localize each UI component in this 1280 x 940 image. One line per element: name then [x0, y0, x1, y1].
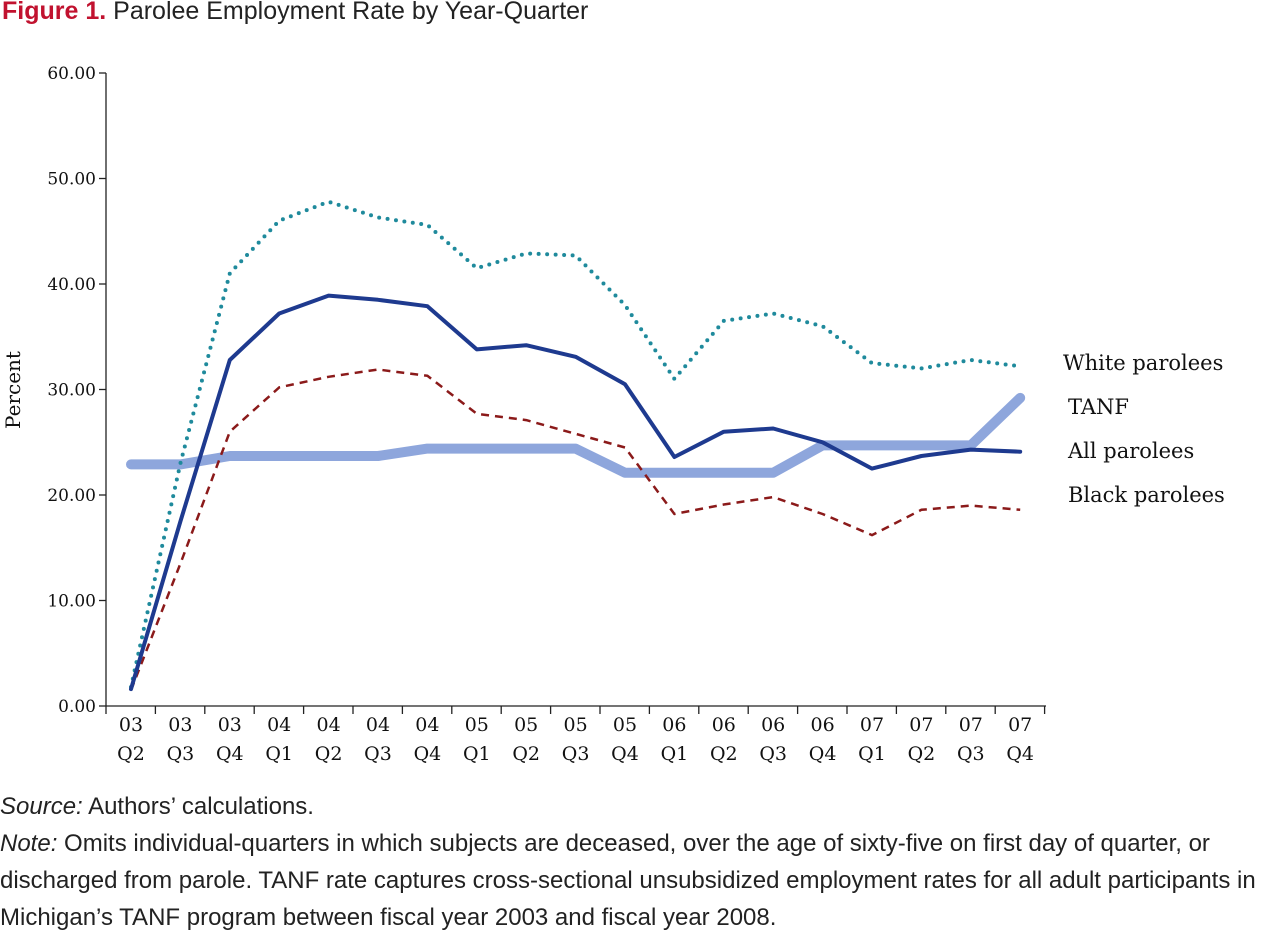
x-tick-label-year: 04 [267, 714, 291, 736]
source-note: Source: Authors’ calculations. [0, 788, 1280, 825]
x-tick-label-quarter: Q1 [265, 743, 293, 765]
note-text: Omits individual-quarters in which subje… [0, 830, 1256, 931]
figure-notes: Source: Authors’ calculations. Note: Omi… [0, 788, 1280, 936]
x-tick-label-year: 03 [119, 714, 143, 736]
x-tick-label-year: 05 [465, 714, 489, 736]
x-tick-label-year: 05 [514, 714, 538, 736]
x-tick-label-quarter: Q3 [364, 743, 392, 765]
x-tick-label-year: 03 [168, 714, 192, 736]
x-tick-label-year: 06 [761, 714, 785, 736]
x-tick-label-quarter: Q2 [512, 743, 540, 765]
x-tick-label-year: 07 [909, 714, 933, 736]
x-tick-label-year: 05 [613, 714, 637, 736]
legend-label-tanf: TANF [1068, 395, 1129, 419]
x-tick-label-quarter: Q4 [611, 743, 639, 765]
legend-label-black-parolees: Black parolees [1068, 483, 1225, 507]
y-tick-label: 50.00 [47, 170, 96, 190]
y-tick-label: 10.00 [47, 592, 96, 612]
series-line-white-parolees [129, 199, 1023, 689]
series-lines [126, 199, 1026, 692]
x-tick-label-quarter: Q3 [167, 743, 195, 765]
x-tick-label-year: 07 [959, 714, 983, 736]
y-tick-label: 60.00 [47, 64, 96, 84]
figure-title: Figure 1. Parolee Employment Rate by Yea… [2, 0, 588, 26]
source-text: Authors’ calculations. [82, 793, 314, 820]
x-tick-label-quarter: Q4 [414, 743, 442, 765]
x-tick-label-quarter: Q1 [463, 743, 491, 765]
x-tick-label-year: 03 [218, 714, 242, 736]
note-label: Note: [0, 830, 58, 857]
x-tick-label-year: 04 [366, 714, 390, 736]
x-tick-label-quarter: Q2 [908, 743, 936, 765]
y-tick-label: 0.00 [58, 697, 96, 717]
y-tick-label: 30.00 [47, 381, 96, 401]
x-tick-label-quarter: Q3 [957, 743, 985, 765]
x-tick-label-quarter: Q4 [1006, 743, 1034, 765]
x-tick-label-quarter: Q2 [315, 743, 343, 765]
series-line-tanf [126, 392, 1026, 478]
legend-label-all-parolees: All parolees [1067, 439, 1194, 463]
methodology-note: Note: Omits individual-quarters in which… [0, 825, 1280, 936]
x-tick-label-quarter: Q4 [216, 743, 244, 765]
x-tick-label-year: 04 [317, 714, 341, 736]
figure-label: Figure 1. [2, 0, 107, 25]
source-label: Source: [0, 793, 83, 820]
series-line-black-parolees [129, 368, 1021, 691]
x-tick-label-quarter: Q4 [809, 743, 837, 765]
y-axis-title: Percent [1, 351, 25, 429]
x-tick-label-quarter: Q2 [710, 743, 738, 765]
x-tick-label-year: 07 [860, 714, 884, 736]
legend: White parolees TANF All parolees Black paro… [1063, 351, 1225, 507]
y-tick-label: 20.00 [47, 486, 96, 506]
x-tick-label-year: 07 [1008, 714, 1032, 736]
x-tick-label-year: 06 [811, 714, 835, 736]
x-tick-label-year: 05 [564, 714, 588, 736]
y-tick-label: 40.00 [47, 275, 96, 295]
x-tick-label-quarter: Q1 [661, 743, 689, 765]
figure-title-text: Parolee Employment Rate by Year-Quarter [113, 0, 589, 25]
x-tick-label-quarter: Q3 [759, 743, 787, 765]
x-tick-label-year: 06 [712, 714, 736, 736]
y-axis: 0.00 10.00 20.00 30.00 40.00 50.00 60.00 [47, 64, 107, 717]
x-tick-label-quarter: Q2 [117, 743, 145, 765]
x-tick-label-quarter: Q1 [858, 743, 886, 765]
x-tick-label-year: 04 [415, 714, 439, 736]
x-axis: 03 Q2 03 Q3 03 Q4 04 Q1 04 Q2 04 Q3 04 Q4 05 Q1 05 Q2 05 Q3… [105, 705, 1046, 765]
legend-label-white-parolees: White parolees [1063, 351, 1223, 375]
series-line-all-parolees [129, 293, 1023, 692]
x-tick-label-year: 06 [662, 714, 686, 736]
x-tick-label-quarter: Q3 [562, 743, 590, 765]
